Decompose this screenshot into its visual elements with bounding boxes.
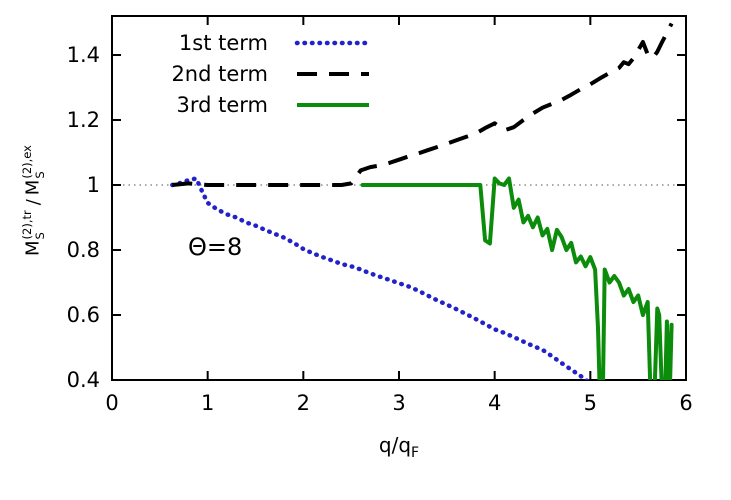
ylabel-base-ex: M <box>22 179 44 196</box>
ylabel-sub-tr: S <box>32 232 47 240</box>
ylabel-scripts-tr: (2),tr S <box>20 210 47 240</box>
x-tick-label: 2 <box>296 391 311 415</box>
legend-line-sample-dashed <box>297 71 369 76</box>
y-tick-label: 1 <box>86 173 100 197</box>
legend-label: 1st term <box>178 30 268 55</box>
xlabel-sub: F <box>411 445 420 461</box>
x-tick-label: 4 <box>487 391 502 415</box>
theta-annotation: Θ=8 <box>188 233 243 261</box>
y-axis-label: M (2),tr S/M (2),ex S <box>20 20 49 380</box>
legend-label: 3rd term <box>176 92 268 117</box>
ylabel-base-tr: M <box>22 240 44 256</box>
x-tick-label: 1 <box>200 391 215 415</box>
y-tick-label: 0.4 <box>66 368 100 392</box>
x-tick-label: 5 <box>583 391 598 415</box>
x-tick-label: 6 <box>679 391 693 415</box>
ylabel-sup-ex: (2),ex <box>20 145 34 179</box>
legend-item-1st-term: 1st term <box>148 27 372 58</box>
y-tick-label: 0.8 <box>66 238 100 262</box>
y-tick-label: 1.2 <box>66 108 100 132</box>
legend: 1st term 2nd term 3rd term <box>148 27 372 120</box>
x-axis-label: q/qF <box>319 433 479 461</box>
legend-item-2nd-term: 2nd term <box>148 58 372 89</box>
ylabel-scripts-ex: (2),ex S <box>20 145 47 179</box>
x-tick-label: 0 <box>105 391 119 415</box>
legend-label: 2nd term <box>171 61 268 86</box>
legend-line-sample-solid <box>297 102 369 107</box>
legend-line-sample-dotted <box>294 40 372 45</box>
y-tick-label: 1.4 <box>66 43 100 67</box>
y-tick-label: 0.6 <box>66 303 100 327</box>
ylabel-sup-tr: (2),tr <box>20 210 34 240</box>
ylabel-separator: / <box>22 199 44 206</box>
xlabel-base: q/q <box>378 433 412 457</box>
x-tick-label: 3 <box>392 391 406 415</box>
legend-item-3rd-term: 3rd term <box>148 89 372 120</box>
ylabel-sub-ex: S <box>32 171 47 179</box>
